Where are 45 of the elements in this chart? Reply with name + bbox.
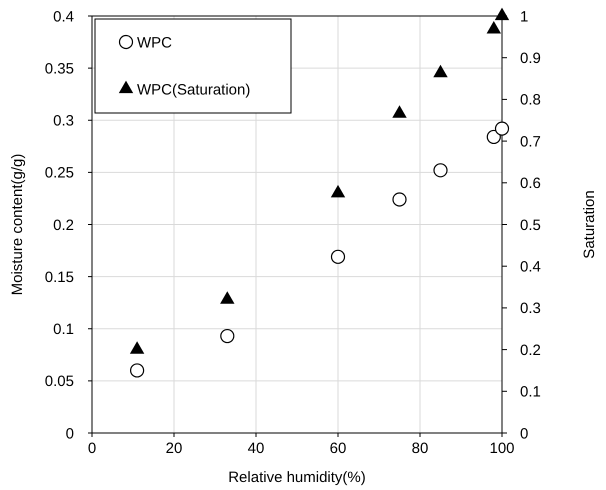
y2-tick-label: 0.7 [520,133,541,150]
point [220,291,235,304]
point [330,184,346,198]
x-tick-label: 40 [248,440,264,457]
y2-tick-label: 0.9 [520,50,541,67]
x-tick-label: 20 [166,440,182,457]
x-tick-label: 100 [489,440,515,457]
point [130,363,144,378]
y2-tick-label: 0.5 [520,216,541,234]
y-tick-label: 0.05 [44,373,74,390]
legend-label: WPC(Saturation) [137,81,250,98]
y-tick-label: 0.25 [44,164,74,182]
y-tick-label: 0.2 [53,216,74,234]
point [392,105,407,118]
point [220,328,234,344]
y2-axis-title: Saturation [581,190,598,259]
y-tick-label: 0.35 [44,60,74,78]
y2-tick-label: 0.6 [520,175,541,192]
point [486,130,501,144]
y-tick-label: 0 [66,425,74,442]
y-tick-label: 0.15 [44,268,74,286]
y-axis-title: Moisture content(g/g) [9,154,26,296]
point [392,192,407,207]
legend-label: WPC [137,34,172,52]
y2-tick-label: 0.1 [520,384,541,401]
y2-tick-label: 0 [520,425,528,442]
x-tick-label: 80 [412,440,428,457]
y-tick-label: 0.3 [53,112,74,130]
y2-tick-label: 0.3 [520,300,541,318]
y2-tick-label: 0.8 [520,92,541,109]
point [494,121,510,136]
point [433,163,448,178]
x-tick-label: 60 [330,440,346,457]
y-tick-label: 0.1 [53,321,74,338]
y2-tick-label: 0.2 [520,342,541,359]
y-tick-label: 0.4 [53,8,74,26]
point [494,8,510,20]
y2-tick-label: 0.4 [520,258,541,276]
y2-tick-label: 1 [520,8,528,26]
point [130,341,144,354]
point [330,250,346,264]
x-tick-label: 0 [88,440,96,457]
point [486,21,502,34]
x-axis-title: Relative humidity(%) [228,469,366,486]
point [433,64,448,78]
